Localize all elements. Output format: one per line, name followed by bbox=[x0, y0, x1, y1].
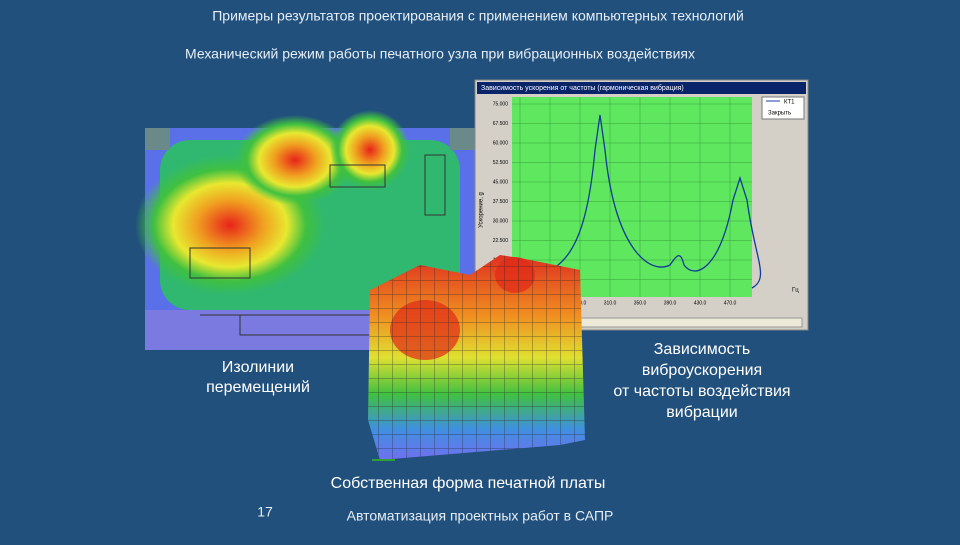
page-number: 17 bbox=[257, 504, 273, 520]
y-tick-label: 52.500 bbox=[493, 160, 509, 166]
slide-subtitle: Механический режим работы печатного узла… bbox=[185, 46, 695, 62]
legend-item: КТ1 bbox=[784, 100, 795, 106]
y-axis-label: Ускорение, g bbox=[479, 192, 485, 228]
x-tick-label: 430.0 bbox=[694, 300, 707, 306]
x-axis-label: Гц bbox=[792, 288, 799, 294]
x-tick-label: 350.0 bbox=[634, 300, 647, 306]
x-tick-label: 470.0 bbox=[724, 300, 737, 306]
x-tick-label: 310.0 bbox=[604, 300, 617, 306]
y-tick-label: 67.500 bbox=[493, 121, 509, 127]
y-tick-label: 60.000 bbox=[493, 140, 509, 146]
y-tick-label: 37.500 bbox=[493, 199, 509, 205]
y-tick-label: 22.500 bbox=[493, 238, 509, 244]
mode-shape-image bbox=[368, 255, 585, 461]
caption: Собственная форма печатной платы bbox=[331, 475, 606, 492]
caption-line: вибрации bbox=[666, 404, 737, 421]
caption-line: виброускорения bbox=[642, 362, 762, 379]
y-tick-label: 30.000 bbox=[493, 218, 509, 224]
caption-line: Изолинии bbox=[222, 359, 294, 376]
caption-line: от частоты воздействия bbox=[613, 383, 790, 400]
x-tick-label: 390.0 bbox=[664, 300, 677, 306]
y-tick-label: 45.000 bbox=[493, 179, 509, 185]
close-button[interactable]: Закрыть bbox=[768, 111, 791, 117]
footer-text: Автоматизация проектных работ в САПР bbox=[347, 508, 614, 524]
caption-line: перемещений bbox=[206, 379, 310, 396]
caption-line: Зависимость bbox=[654, 341, 751, 358]
window-title: Зависимость ускорения от частоты (гармон… bbox=[481, 84, 684, 92]
y-tick-label: 75.000 bbox=[493, 101, 509, 107]
slide-title: Примеры результатов проектирования с при… bbox=[212, 8, 744, 24]
